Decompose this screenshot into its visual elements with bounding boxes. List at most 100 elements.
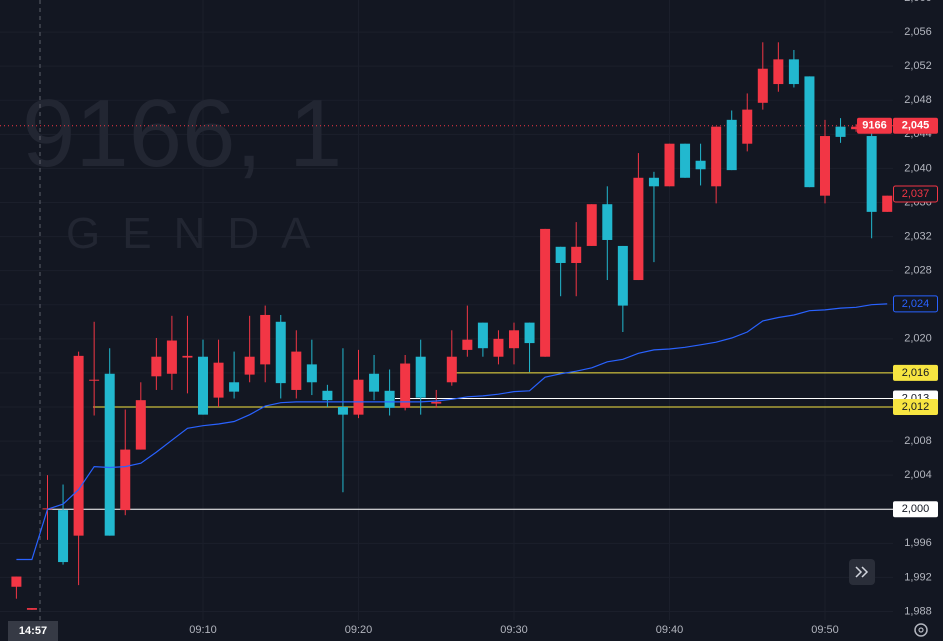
- y-tick-label: 2,060: [904, 0, 932, 4]
- settings-button[interactable]: [914, 623, 928, 637]
- overlay-price-label: 2,024: [902, 298, 930, 310]
- candle-body: [788, 59, 799, 85]
- x-tick-label: 09:10: [189, 624, 217, 636]
- y-tick-label: 2,040: [904, 162, 932, 174]
- candle-body: [742, 109, 753, 144]
- candle-body: [524, 322, 535, 344]
- scroll-button[interactable]: [849, 559, 875, 585]
- last-price-box: [893, 117, 938, 134]
- candle-body: [151, 356, 162, 377]
- grid: [0, 0, 893, 620]
- x-tick-label: 09:30: [500, 624, 528, 636]
- overlay-price-box: [893, 295, 938, 313]
- candle-body: [773, 59, 784, 85]
- candle-body: [804, 76, 815, 188]
- candle-body: [11, 576, 22, 587]
- y-tick-label: 2,020: [904, 333, 932, 345]
- candle-body: [648, 177, 659, 187]
- candle-body: [835, 126, 846, 137]
- crosshair-label: 14:57: [19, 625, 47, 637]
- last-price-tag: 9166: [862, 120, 886, 132]
- candle-body: [617, 245, 628, 306]
- y-tick-label: 2,048: [904, 94, 932, 106]
- candle-body: [446, 356, 457, 383]
- candle-body: [229, 382, 240, 392]
- level-label: 2,000: [902, 503, 930, 515]
- candle-body: [882, 195, 893, 212]
- level-box: [893, 364, 938, 381]
- y-tick-label: 1,992: [904, 571, 932, 583]
- candle-body: [73, 355, 84, 536]
- candle-body: [571, 246, 582, 263]
- level-label: 2,012: [902, 401, 930, 413]
- plot: [0, 42, 893, 610]
- level-box: [893, 398, 938, 415]
- candle-body: [353, 379, 364, 415]
- overlay-line: [16, 303, 888, 561]
- y-tick-label: 2,028: [904, 265, 932, 277]
- y-tick-label: 1,996: [904, 537, 932, 549]
- candle-body: [757, 68, 768, 103]
- candle-body: [244, 356, 255, 375]
- candle-body: [633, 177, 644, 281]
- candle-body: [586, 204, 597, 246]
- watermark-symbol: 9166, 1: [22, 80, 342, 187]
- y-tick-label: 2,004: [904, 469, 932, 481]
- candle-body: [89, 379, 100, 381]
- candle-body: [275, 321, 286, 384]
- candle-body: [213, 362, 224, 398]
- y-tick-label: 2,032: [904, 230, 932, 242]
- candle-body: [680, 143, 691, 178]
- level-box: [893, 501, 938, 518]
- candle-body: [695, 160, 706, 170]
- candle-body: [664, 143, 675, 187]
- candle-body: [711, 126, 722, 187]
- crosshair-box: [8, 621, 58, 641]
- candle-body: [384, 390, 395, 408]
- candle-body: [866, 136, 877, 212]
- x-tick-label: 09:20: [345, 624, 373, 636]
- candle-body: [726, 119, 737, 171]
- last-price-label: 2,045: [902, 120, 930, 132]
- candle-body: [120, 449, 131, 511]
- watermark-name: GENDA: [66, 209, 332, 258]
- marker-label: 2,037: [902, 188, 930, 200]
- candle-body: [540, 228, 551, 357]
- candle-body: [260, 314, 271, 365]
- price-axis: 1,988 1,992 1,996 2,000 2,004 2,008 2,012 2,016…: [857, 0, 938, 617]
- candle-body: [104, 373, 115, 536]
- candle-body: [369, 373, 380, 392]
- candle-body: [337, 406, 348, 415]
- candle-body: [431, 401, 442, 404]
- candle-body: [182, 355, 193, 358]
- candle-body: [306, 364, 317, 383]
- candle-body: [509, 330, 519, 349]
- y-tick-label: 1,988: [904, 605, 932, 617]
- y-tick-label: 2,008: [904, 435, 932, 447]
- candle-body: [26, 608, 37, 610]
- x-tick-label: 09:40: [656, 624, 684, 636]
- candle-body: [415, 356, 426, 398]
- candle-body: [166, 340, 177, 374]
- level-label: 2,016: [902, 367, 930, 379]
- candle-body: [602, 204, 613, 240]
- candle-body: [322, 390, 333, 401]
- candle-body: [198, 356, 208, 415]
- candle-body: [851, 126, 862, 130]
- x-tick-label: 09:50: [811, 624, 839, 636]
- candle-body: [58, 510, 69, 563]
- candle-body: [820, 136, 830, 196]
- y-tick-label: 2,056: [904, 26, 932, 38]
- last-price-tag-box: [857, 117, 892, 134]
- candle-body: [477, 322, 488, 349]
- candle-body: [135, 400, 146, 450]
- marker-box: [893, 185, 938, 203]
- candle-body: [493, 338, 504, 357]
- candle-body: [462, 339, 473, 350]
- candle-body: [555, 246, 566, 263]
- candle-body: [400, 363, 411, 408]
- y-tick-label: 2,052: [904, 60, 932, 72]
- candle-body: [291, 351, 302, 390]
